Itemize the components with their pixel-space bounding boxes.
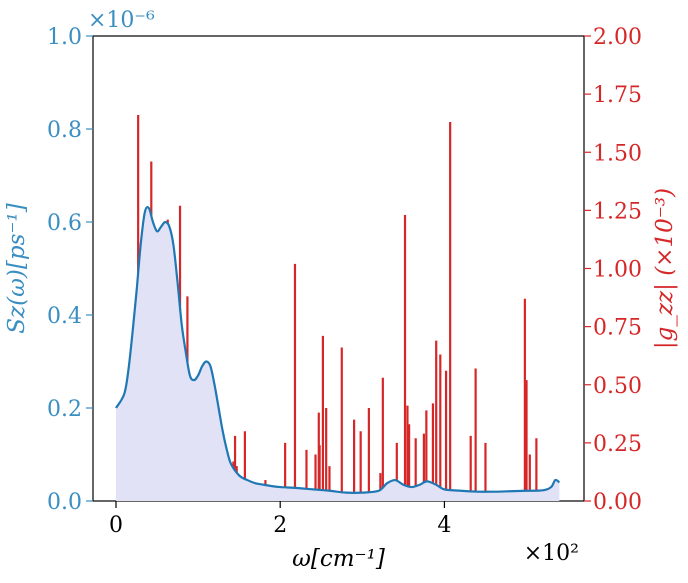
right-tick-label: 0.50 [593,374,642,399]
left-tick-label: 0.0 [47,490,82,515]
left-tick-label: 0.8 [47,118,82,143]
left-axis-multiplier: ×10⁻⁶ [88,8,155,33]
x-tick-label: 2 [273,513,287,538]
sz-line [115,206,561,494]
left-tick-label: 0.2 [47,397,82,422]
x-tick-label: 4 [437,513,451,538]
left-tick-label: 0.4 [47,304,82,329]
right-tick-label: 0.25 [593,432,642,457]
right-tick-label: 2.00 [593,25,642,50]
right-tick-label: 1.25 [593,199,642,224]
x-tick-label: 0 [109,513,123,538]
right-tick-label: 0.00 [593,490,642,515]
right-tick-label: 1.50 [593,141,642,166]
axis-labels: 0 2 4 0.0 0.2 0.4 0.6 0.8 1.0 0.00 0.25 0.50 0.75 1.0… [4,8,678,572]
right-tick-label: 0.75 [593,316,642,341]
sz-curve-series [115,206,561,502]
left-tick-label: 1.0 [47,25,82,50]
left-axis-label: Sz(ω)[ps⁻¹] [4,203,30,333]
right-tick-label: 1.75 [593,83,642,108]
sz-area-fill [115,208,560,502]
x-axis-multiplier: ×10² [524,541,579,566]
right-axis-label: |g_zz| (×10⁻³) [652,188,678,349]
axis-ticks [86,35,591,508]
x-axis-label: ω[cm⁻¹] [292,546,385,572]
right-tick-label: 1.00 [593,258,642,283]
left-tick-label: 0.6 [47,211,82,236]
